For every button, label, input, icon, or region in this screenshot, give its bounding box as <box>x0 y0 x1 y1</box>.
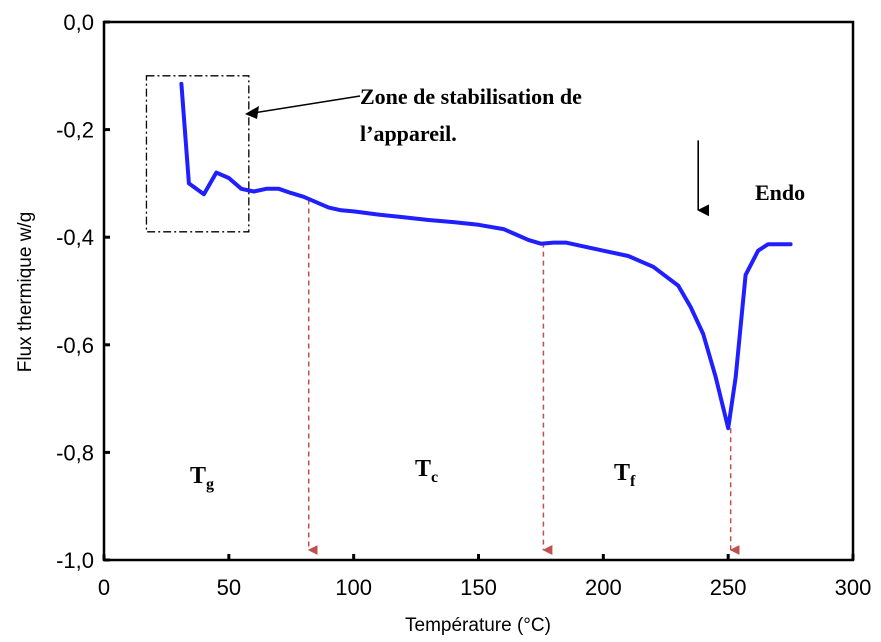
stabilization-zone-box <box>145 75 250 233</box>
y-tick-label: 0,0 <box>63 10 94 35</box>
x-axis-title: Température (°C) <box>405 615 551 636</box>
tc-label: Tc <box>415 456 438 486</box>
zone-pointer-arrow <box>246 95 361 115</box>
x-tick-label: 0 <box>98 575 110 600</box>
zone-pointer-arrowhead <box>245 106 259 119</box>
x-tick-label: 150 <box>460 575 497 600</box>
y-tick-label: -1,0 <box>56 548 94 573</box>
endo-label: Endo <box>755 180 805 205</box>
y-tick-label: -0,2 <box>56 118 94 143</box>
zone-label-line2: l’appareil. <box>360 121 457 146</box>
tf-subscript: f <box>630 473 636 490</box>
tg-label: Tg <box>190 463 214 493</box>
x-axis-ticks: 0 50 100 150 200 250 300 <box>98 554 871 600</box>
x-tick-label: 50 <box>217 575 241 600</box>
zone-label-line1: Zone de stabilisation de <box>360 84 582 109</box>
series-line <box>179 81 793 431</box>
tc-subscript: c <box>431 469 438 486</box>
tg-subscript: g <box>206 476 214 493</box>
x-tick-label: 200 <box>585 575 622 600</box>
x-tick-label: 250 <box>710 575 747 600</box>
y-tick-label: -0,8 <box>56 440 94 465</box>
y-tick-label: -0,4 <box>56 225 94 250</box>
y-tick-label: -0,6 <box>56 333 94 358</box>
x-tick-label: 100 <box>335 575 372 600</box>
transition-markers <box>307 199 740 555</box>
y-axis-title: Flux thermique w/g <box>15 212 36 373</box>
x-tick-label: 300 <box>835 575 872 600</box>
y-axis-ticks: 0,0 -0,2 -0,4 -0,6 -0,8 -1,0 <box>56 10 110 573</box>
tf-label: Tf <box>614 460 636 490</box>
